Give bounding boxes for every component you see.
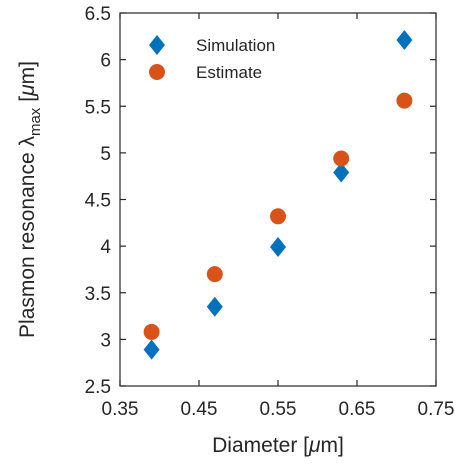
simulation-point <box>396 30 413 51</box>
y-axis-label-prefix: Plasmon resonance <box>16 147 39 338</box>
x-axis-label-prefix: Diameter [ <box>212 434 309 457</box>
simulation-point <box>270 237 286 258</box>
data-points <box>143 30 413 360</box>
y-tick-label: 3.5 <box>85 284 111 305</box>
y-tick-label: 4 <box>100 237 111 258</box>
y-tick-label: 4.5 <box>85 191 111 212</box>
simulation-point <box>206 296 223 317</box>
simulation-point <box>143 339 160 360</box>
x-axis-label-mu: μ <box>308 434 321 457</box>
x-tick-label: 0.65 <box>339 399 376 420</box>
estimate-point <box>270 208 286 225</box>
legend-marker-estimate <box>149 64 165 80</box>
estimate-point <box>206 266 223 283</box>
x-axis-label: Diameter [μm] <box>212 434 344 457</box>
simulation-point <box>333 162 350 183</box>
x-tick-label: 0.75 <box>418 399 455 420</box>
legend: Simulation Estimate <box>149 35 275 82</box>
legend-diamond-icon <box>149 35 165 55</box>
y-tick-label: 6 <box>100 51 111 72</box>
y-tick-label: 5.5 <box>85 97 111 118</box>
y-tick-label: 2.5 <box>85 377 111 398</box>
x-tick-label: 0.35 <box>102 399 139 420</box>
estimate-point <box>143 323 160 340</box>
legend-label-simulation: Simulation <box>196 36 275 55</box>
legend-marker-simulation <box>149 35 165 55</box>
x-axis-label-suffix: m] <box>321 434 344 457</box>
estimate-point <box>396 92 413 109</box>
y-tick-labels: 2.5 3 3.5 4 4.5 5 5.5 6 6.5 <box>85 4 112 398</box>
legend-label-estimate: Estimate <box>196 63 262 82</box>
y-axis-label-bracket-open: [ <box>16 96 39 102</box>
x-tick-labels: 0.35 0.45 0.55 0.65 0.75 <box>102 399 455 420</box>
tick-marks <box>119 12 437 387</box>
y-tick-label: 3 <box>100 330 111 351</box>
y-axis-label-mu: μ <box>16 84 39 97</box>
y-tick-label: 6.5 <box>85 4 111 25</box>
estimate-point <box>333 150 350 167</box>
x-tick-label: 0.55 <box>260 399 297 420</box>
y-axis-label-subscript: max <box>27 107 44 136</box>
legend-circle-icon <box>149 64 165 80</box>
y-axis-label: Plasmon resonance λmax [μm] <box>16 61 44 338</box>
y-axis-label-lambda: λ <box>16 136 39 147</box>
plot-area-frame <box>119 12 437 387</box>
x-tick-label: 0.45 <box>181 399 218 420</box>
y-tick-label: 5 <box>100 144 111 165</box>
y-axis-label-suffix: m] <box>16 61 39 84</box>
